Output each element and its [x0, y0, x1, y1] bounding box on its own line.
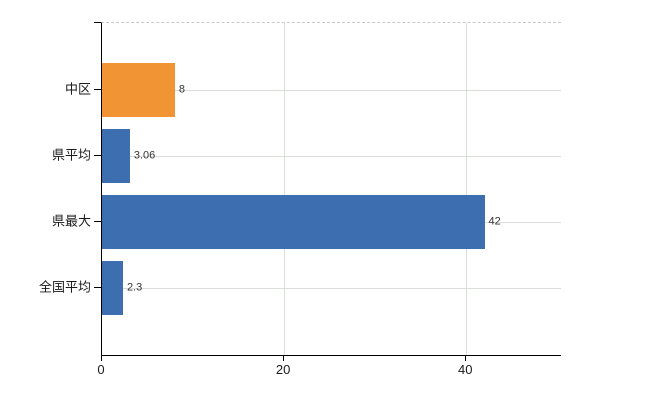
bar-value-label: 3.06: [133, 149, 156, 162]
x-axis-tick: [465, 355, 467, 361]
x-axis-tick-label: 0: [97, 362, 105, 377]
y-axis-end-tick: [94, 22, 101, 23]
x-axis-tick: [283, 355, 285, 361]
bar-1: [102, 63, 175, 117]
gridline-vertical: [466, 23, 468, 355]
category-label: 全国平均: [38, 279, 91, 295]
y-axis-tick: [94, 287, 101, 288]
gridline-horizontal: [102, 156, 561, 157]
gridline-vertical: [284, 23, 286, 355]
bar-value-label: 2.3: [126, 281, 143, 294]
bar-value-label: 8: [178, 83, 185, 96]
bar-3: [102, 195, 485, 249]
y-axis-tick: [94, 221, 101, 222]
x-axis-tick-label: 20: [275, 362, 291, 377]
x-axis-tick: [101, 355, 102, 361]
gridline-horizontal: [102, 90, 561, 91]
category-label: 中区: [64, 81, 91, 97]
category-label: 県最大: [51, 213, 91, 229]
bar-value-label: 42: [488, 215, 501, 228]
category-label: 県平均: [51, 147, 91, 163]
y-axis-tick: [94, 155, 101, 156]
bar-4: [102, 261, 123, 315]
gridline-horizontal: [102, 288, 561, 289]
bar-2: [102, 129, 130, 183]
y-axis-tick: [94, 89, 101, 90]
plot-area: 8 3.06 42 2.3: [101, 22, 561, 356]
x-axis-tick-label: 40: [458, 362, 473, 377]
